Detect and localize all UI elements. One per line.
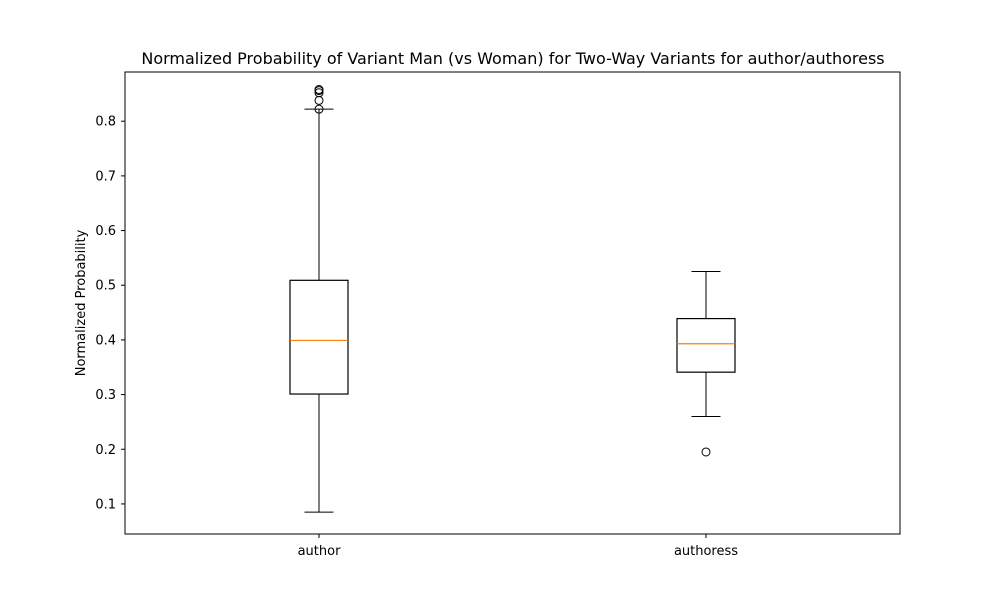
- chart-title: Normalized Probability of Variant Man (v…: [141, 49, 884, 68]
- plot-area: 0.1 0.2 0.3 0.4 0.5 0.6 0.7 0.8 author authoress: [95, 71, 901, 559]
- y-tick-label: 0.5: [95, 279, 116, 294]
- iqr-box: [289, 279, 349, 395]
- y-tick-label: 0.4: [95, 333, 116, 348]
- y-tick-label: 0.6: [95, 224, 116, 239]
- outlier-point: [314, 104, 324, 114]
- iqr-box: [676, 317, 736, 373]
- x-tick-label: authoress: [674, 544, 738, 559]
- outlier-point: [314, 84, 324, 94]
- x-tick-label: author: [298, 544, 341, 559]
- y-tick-label: 0.8: [95, 115, 116, 130]
- y-tick-label: 0.2: [95, 443, 116, 458]
- outlier-point: [314, 88, 324, 98]
- plot-frame: [124, 71, 901, 535]
- outlier-point: [314, 95, 324, 105]
- y-tick-label: 0.3: [95, 388, 116, 403]
- outlier-point: [701, 447, 711, 457]
- y-tick-label: 0.1: [95, 497, 116, 512]
- y-tick-label: 0.7: [95, 169, 116, 184]
- y-axis-label: Normalized Probability: [74, 229, 89, 376]
